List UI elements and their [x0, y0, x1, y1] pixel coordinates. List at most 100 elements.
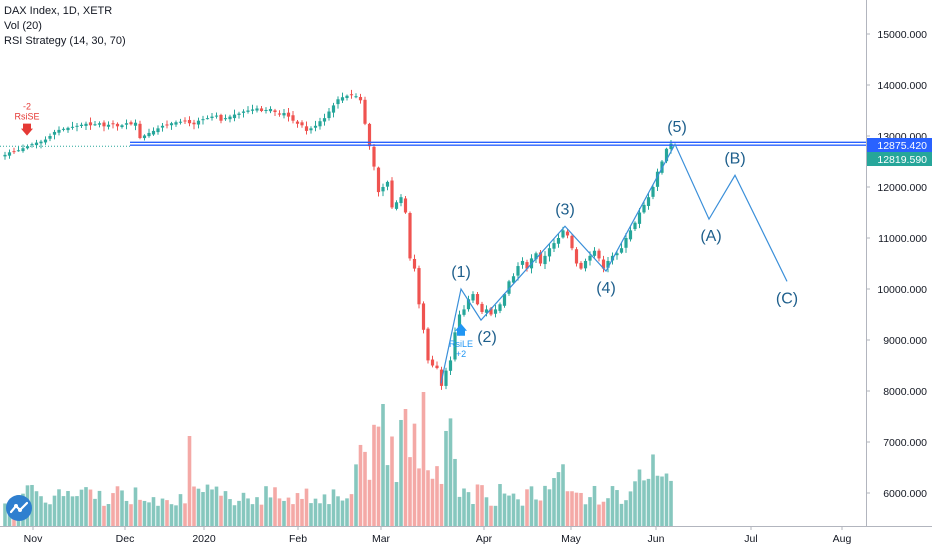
volume-bar [97, 490, 102, 526]
volume-bar [493, 505, 498, 526]
x-tick-label: Aug [833, 533, 852, 545]
candle-body [336, 99, 340, 105]
candle-body [651, 187, 655, 197]
volume-bar [565, 491, 570, 526]
candle-body [142, 135, 147, 139]
candle-body [228, 116, 232, 120]
volume-bar [435, 466, 439, 526]
tradingview-logo-icon[interactable] [6, 495, 32, 521]
candle-body [534, 253, 538, 260]
volume-bar [358, 444, 363, 526]
wave-label[interactable]: (B) [724, 150, 745, 167]
volume-bar [174, 505, 178, 526]
price-axis[interactable] [866, 0, 932, 550]
x-tick-label: Jun [648, 533, 665, 545]
volume-bar [615, 490, 619, 526]
candle-body [574, 249, 579, 264]
volume-bar [664, 473, 669, 526]
volume-bar [574, 492, 579, 526]
price-tag-lower[interactable] [867, 152, 932, 166]
wave-path[interactable] [440, 142, 788, 384]
volume-bar [84, 487, 88, 526]
time-axis[interactable] [0, 526, 932, 550]
candle-body [439, 369, 444, 386]
candle-body [246, 110, 250, 112]
volume-bar [124, 500, 129, 526]
candle-body [138, 123, 142, 139]
legend-volume[interactable]: Vol (20) [4, 20, 42, 32]
candle-body [372, 146, 376, 167]
candle-body [259, 108, 264, 112]
volume-bar [43, 502, 48, 526]
volume-bar [408, 457, 412, 526]
volume-bar [300, 498, 304, 526]
volume-bar [520, 505, 525, 526]
horizontal-lines[interactable] [0, 141, 866, 147]
candle-body [205, 118, 210, 120]
wave-label[interactable]: (4) [596, 280, 616, 297]
chart-legend: DAX Index, 1D, XETR Vol (20) RSI Strateg… [4, 4, 126, 49]
price-tag-upper[interactable] [867, 138, 932, 152]
x-tick-label: Apr [476, 533, 493, 545]
volume-bar [610, 486, 615, 526]
volume-bar [61, 496, 66, 526]
candle-body [282, 113, 286, 116]
candle-body [93, 124, 97, 126]
volume-bar [601, 501, 606, 526]
candle-body [592, 250, 597, 256]
wave-label[interactable]: (A) [700, 228, 721, 245]
volume-bar [484, 497, 489, 526]
volume-bar [583, 504, 588, 526]
candle-body [79, 124, 84, 126]
candle-body [12, 151, 16, 153]
volume-bar [237, 500, 241, 526]
candle-body [97, 123, 102, 125]
y-tick-label: 15000.000 [877, 29, 927, 41]
candle-body [381, 187, 385, 192]
wave-label[interactable]: (C) [776, 290, 798, 307]
volume-bar [579, 492, 583, 526]
volume-bar [106, 504, 111, 526]
short-signal-label: RsiSE [14, 112, 39, 122]
legend-strategy[interactable]: RSI Strategy (14, 30, 70) [4, 35, 126, 47]
volume-bar [129, 504, 133, 526]
wave-label[interactable]: (1) [451, 264, 471, 281]
candle-body [268, 108, 273, 112]
candle-body [358, 97, 363, 101]
volume-bar [282, 500, 286, 526]
volume-bar [385, 465, 390, 526]
volume-bar [637, 469, 642, 526]
price-tag-upper-text: 12875.420 [877, 140, 927, 152]
candle-body [313, 125, 318, 128]
volume-bar [205, 484, 210, 526]
volume-bar [52, 495, 57, 526]
candle-body [520, 260, 525, 265]
volume-bar [592, 485, 597, 526]
wave-label[interactable]: (3) [555, 201, 575, 218]
candle-body [70, 126, 75, 128]
wave-label[interactable]: (2) [477, 329, 497, 346]
candle-body [232, 114, 237, 119]
volume-bar [183, 503, 187, 526]
candle-body [160, 125, 165, 128]
wave-label[interactable]: (5) [667, 119, 687, 136]
candle-body [556, 238, 561, 244]
candle-body [484, 309, 489, 313]
volume-bar [120, 490, 124, 526]
volume-bar [642, 480, 646, 526]
volume-bar [511, 493, 516, 526]
volume-bar [259, 504, 264, 526]
volume-bar [651, 454, 655, 526]
candle-body [457, 314, 462, 332]
candle-body [3, 154, 7, 157]
legend-symbol[interactable]: DAX Index, 1D, XETR [4, 5, 113, 17]
candle-body [327, 111, 331, 119]
volume-bar [255, 497, 259, 526]
elliott-wave-drawing[interactable]: (1) (2) (3) (4) (5) (A) (B) (C) [440, 119, 798, 384]
volume-bar [286, 497, 291, 526]
candle-body [493, 309, 498, 314]
candle-body [210, 116, 214, 118]
volume-bar [430, 478, 435, 526]
